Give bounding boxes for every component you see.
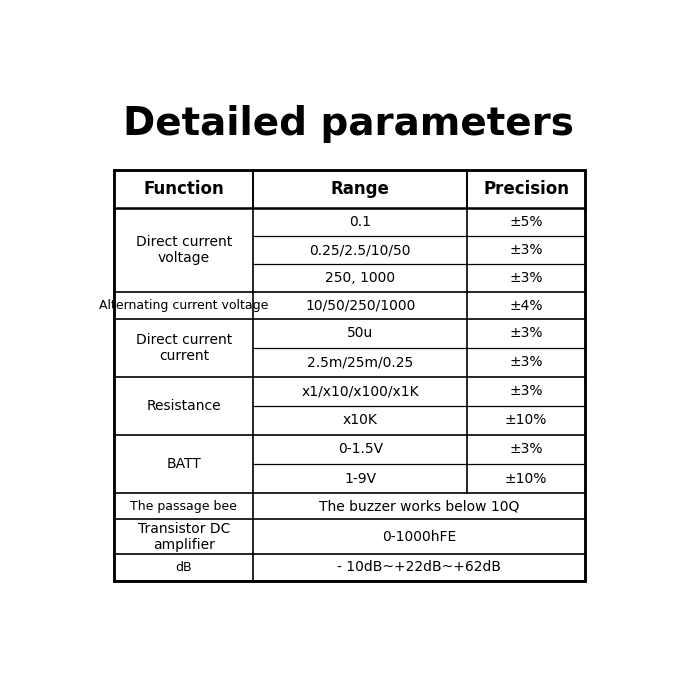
Text: 1-9V: 1-9V xyxy=(344,471,376,486)
Bar xyxy=(114,170,585,581)
Text: ±3%: ±3% xyxy=(509,384,543,398)
Text: 250, 1000: 250, 1000 xyxy=(325,271,395,286)
Text: 0.25/2.5/10/50: 0.25/2.5/10/50 xyxy=(309,243,411,257)
Text: ±3%: ±3% xyxy=(509,271,543,286)
Text: x1/x10/x100/x1K: x1/x10/x100/x1K xyxy=(301,384,419,398)
Text: 50u: 50u xyxy=(347,326,373,340)
Text: Precision: Precision xyxy=(483,180,569,198)
Text: ±3%: ±3% xyxy=(509,356,543,369)
Text: 10/50/250/1000: 10/50/250/1000 xyxy=(305,299,415,313)
Text: The passage bee: The passage bee xyxy=(131,500,237,513)
Text: ±10%: ±10% xyxy=(505,471,547,486)
Text: 0-1.5V: 0-1.5V xyxy=(338,443,383,456)
Bar xyxy=(114,170,585,581)
Text: - 10dB~+22dB~+62dB: - 10dB~+22dB~+62dB xyxy=(337,560,501,575)
Text: Alternating current voltage: Alternating current voltage xyxy=(99,299,269,312)
Text: ±4%: ±4% xyxy=(509,299,543,313)
Text: Direct current
current: Direct current current xyxy=(136,333,232,363)
Text: 0-1000hFE: 0-1000hFE xyxy=(382,530,456,544)
Text: 0.1: 0.1 xyxy=(350,215,371,229)
Text: ±3%: ±3% xyxy=(509,443,543,456)
Text: Detailed parameters: Detailed parameters xyxy=(123,105,574,143)
Text: ±3%: ±3% xyxy=(509,326,543,340)
Text: 2.5m/25m/0.25: 2.5m/25m/0.25 xyxy=(307,356,413,369)
Text: Resistance: Resistance xyxy=(146,399,221,413)
Text: The buzzer works below 10Q: The buzzer works below 10Q xyxy=(319,499,520,513)
Text: x10K: x10K xyxy=(343,413,377,428)
Text: Range: Range xyxy=(330,180,390,198)
Text: BATT: BATT xyxy=(167,457,201,471)
Text: ±10%: ±10% xyxy=(505,413,547,428)
Text: dB: dB xyxy=(175,561,192,574)
Text: ±5%: ±5% xyxy=(509,215,543,229)
Text: ±3%: ±3% xyxy=(509,243,543,257)
Text: Direct current
voltage: Direct current voltage xyxy=(136,235,232,265)
Text: Transistor DC
amplifier: Transistor DC amplifier xyxy=(137,522,230,552)
Text: Function: Function xyxy=(143,180,224,198)
